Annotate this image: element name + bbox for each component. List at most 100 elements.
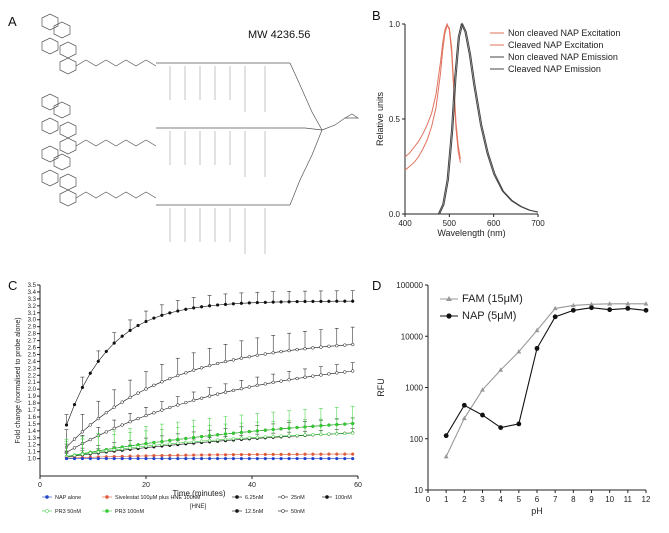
panel-c-point bbox=[327, 456, 331, 461]
panel-c-point bbox=[343, 343, 347, 347]
panel-c-point bbox=[263, 382, 267, 386]
panel-c-point bbox=[255, 353, 259, 357]
panel-c-y-tick-label: 3.3 bbox=[28, 297, 37, 303]
panel-c-legend-marker bbox=[235, 495, 239, 499]
panel-c-point bbox=[184, 371, 188, 375]
panel-b-legend: Non cleaved NAP Excitation Cleaved NAP Ex… bbox=[490, 28, 620, 74]
panel-c-point bbox=[343, 431, 347, 436]
panel-c-y-tick-label: 2.3 bbox=[28, 366, 37, 372]
panel-c-point bbox=[311, 346, 315, 350]
panel-a: A MW 4236.56 bbox=[8, 13, 360, 254]
panel-c-point bbox=[263, 456, 267, 461]
panel-c-point bbox=[303, 347, 307, 351]
panel-d-point bbox=[498, 425, 504, 431]
panel-c: C 0 20 40 601.01.11.21.31.41.51.61.71.81.92… bbox=[8, 278, 362, 515]
panel-c-point bbox=[247, 456, 251, 461]
panel-c-label: C bbox=[8, 278, 17, 293]
panel-c-point bbox=[239, 387, 244, 391]
panel-c-point bbox=[207, 394, 212, 398]
panel-c-point bbox=[207, 438, 212, 443]
panel-d-y-tick-label: 10 bbox=[414, 486, 423, 495]
panel-d-legend-entry: FAM (15μM) bbox=[462, 293, 523, 305]
panel-b-x-axis-label: Wavelength (nm) bbox=[437, 228, 505, 238]
panel-d-y-tick-label: 100 bbox=[410, 435, 424, 444]
panel-c-point bbox=[239, 452, 244, 457]
panel-c-point bbox=[199, 434, 204, 439]
panel-c-point bbox=[311, 299, 315, 304]
panel-d-point bbox=[570, 307, 576, 313]
panel-c-point bbox=[160, 380, 164, 384]
panel-c-point bbox=[255, 300, 259, 305]
panel-b-x-tick-label: 500 bbox=[443, 219, 457, 228]
panel-c-legend-marker bbox=[325, 495, 329, 499]
panel-c-point bbox=[327, 452, 331, 456]
panel-c-point bbox=[311, 433, 315, 437]
panel-c-point bbox=[327, 299, 331, 303]
panel-c-point bbox=[168, 442, 172, 446]
panel-c-point bbox=[184, 453, 188, 457]
panel-d-point bbox=[570, 302, 576, 308]
panel-c-y-tick-label: 1.0 bbox=[28, 457, 37, 463]
panel-c-point bbox=[80, 385, 85, 390]
panel-c-point bbox=[247, 355, 251, 359]
panel-c-point bbox=[207, 363, 212, 368]
panel-c-point bbox=[176, 309, 180, 313]
panel-c-point bbox=[303, 433, 307, 437]
panel-c-point bbox=[231, 388, 236, 393]
panel-c-y-tick-label: 1.1 bbox=[28, 450, 37, 456]
panel-c-point bbox=[247, 385, 251, 389]
panel-c-y-tick-label: 2.6 bbox=[28, 346, 37, 352]
panel-d-x-tick-label: 12 bbox=[642, 495, 651, 504]
panel-c-point bbox=[88, 451, 92, 455]
panel-c-point bbox=[192, 440, 196, 444]
panel-c-point bbox=[351, 452, 355, 456]
panel-c-legend: NAP alone Sivelestat 100μM plus HNE 100nM… bbox=[42, 495, 352, 515]
panel-c-point bbox=[303, 299, 307, 304]
panel-c-point bbox=[136, 456, 140, 461]
panel-b-axes: 400 500 600 700 0.0 0.5 1.0 Wavelength (nm) Rela… bbox=[375, 20, 545, 238]
panel-c-point bbox=[271, 452, 275, 457]
panel-c-point bbox=[160, 408, 164, 412]
panel-d-series-line-0 bbox=[445, 303, 646, 457]
panel-c-point bbox=[207, 304, 212, 308]
panel-d-y-tick-label: 1000 bbox=[405, 384, 423, 393]
panel-c-x-tick-label: 60 bbox=[354, 482, 362, 489]
panel-d-point bbox=[498, 367, 504, 372]
panel-c-point bbox=[223, 453, 228, 457]
panel-c-point bbox=[327, 423, 331, 427]
panel-c-point bbox=[343, 422, 347, 426]
panel-c-point bbox=[104, 411, 108, 415]
panel-c-point bbox=[351, 299, 355, 303]
panel-c-point bbox=[335, 432, 339, 436]
panel-c-point bbox=[64, 456, 69, 461]
panel-c-point bbox=[351, 456, 355, 461]
panel-d-x-tick-label: 4 bbox=[498, 495, 503, 504]
panel-d-x-tick-label: 2 bbox=[462, 495, 467, 504]
panel-b-legend-entry: Non cleaved NAP Emission bbox=[508, 52, 618, 62]
panel-c-point bbox=[192, 368, 196, 372]
panel-c-legend-entry: 50nM bbox=[291, 509, 305, 515]
panel-c-point bbox=[327, 344, 331, 348]
panel-c-point bbox=[279, 452, 283, 457]
panel-c-point bbox=[144, 454, 148, 458]
panel-c-point bbox=[128, 456, 132, 461]
panel-c-y-tick-label: 2.7 bbox=[28, 339, 37, 345]
panel-c-point bbox=[152, 443, 156, 447]
panel-c-point bbox=[176, 441, 180, 445]
panel-c-point bbox=[319, 432, 323, 437]
panel-c-legend-entry: PR3 50nM bbox=[55, 509, 81, 515]
panel-c-point bbox=[199, 305, 204, 309]
panel-c-point bbox=[192, 453, 196, 457]
panel-d-point bbox=[443, 433, 449, 439]
panel-d-point bbox=[480, 412, 485, 418]
panel-d-x-tick-label: 6 bbox=[535, 495, 540, 504]
panel-c-point bbox=[263, 428, 267, 432]
panel-d-x-tick-label: 9 bbox=[589, 495, 594, 504]
panel-c-point bbox=[128, 446, 132, 450]
panel-c-point bbox=[104, 449, 108, 453]
panel-c-point bbox=[176, 403, 180, 407]
panel-c-point bbox=[192, 398, 196, 402]
panel-c-point bbox=[64, 423, 69, 427]
panel-c-point bbox=[120, 456, 124, 461]
panel-c-x-axis-label: Time (minutes) bbox=[172, 489, 225, 498]
